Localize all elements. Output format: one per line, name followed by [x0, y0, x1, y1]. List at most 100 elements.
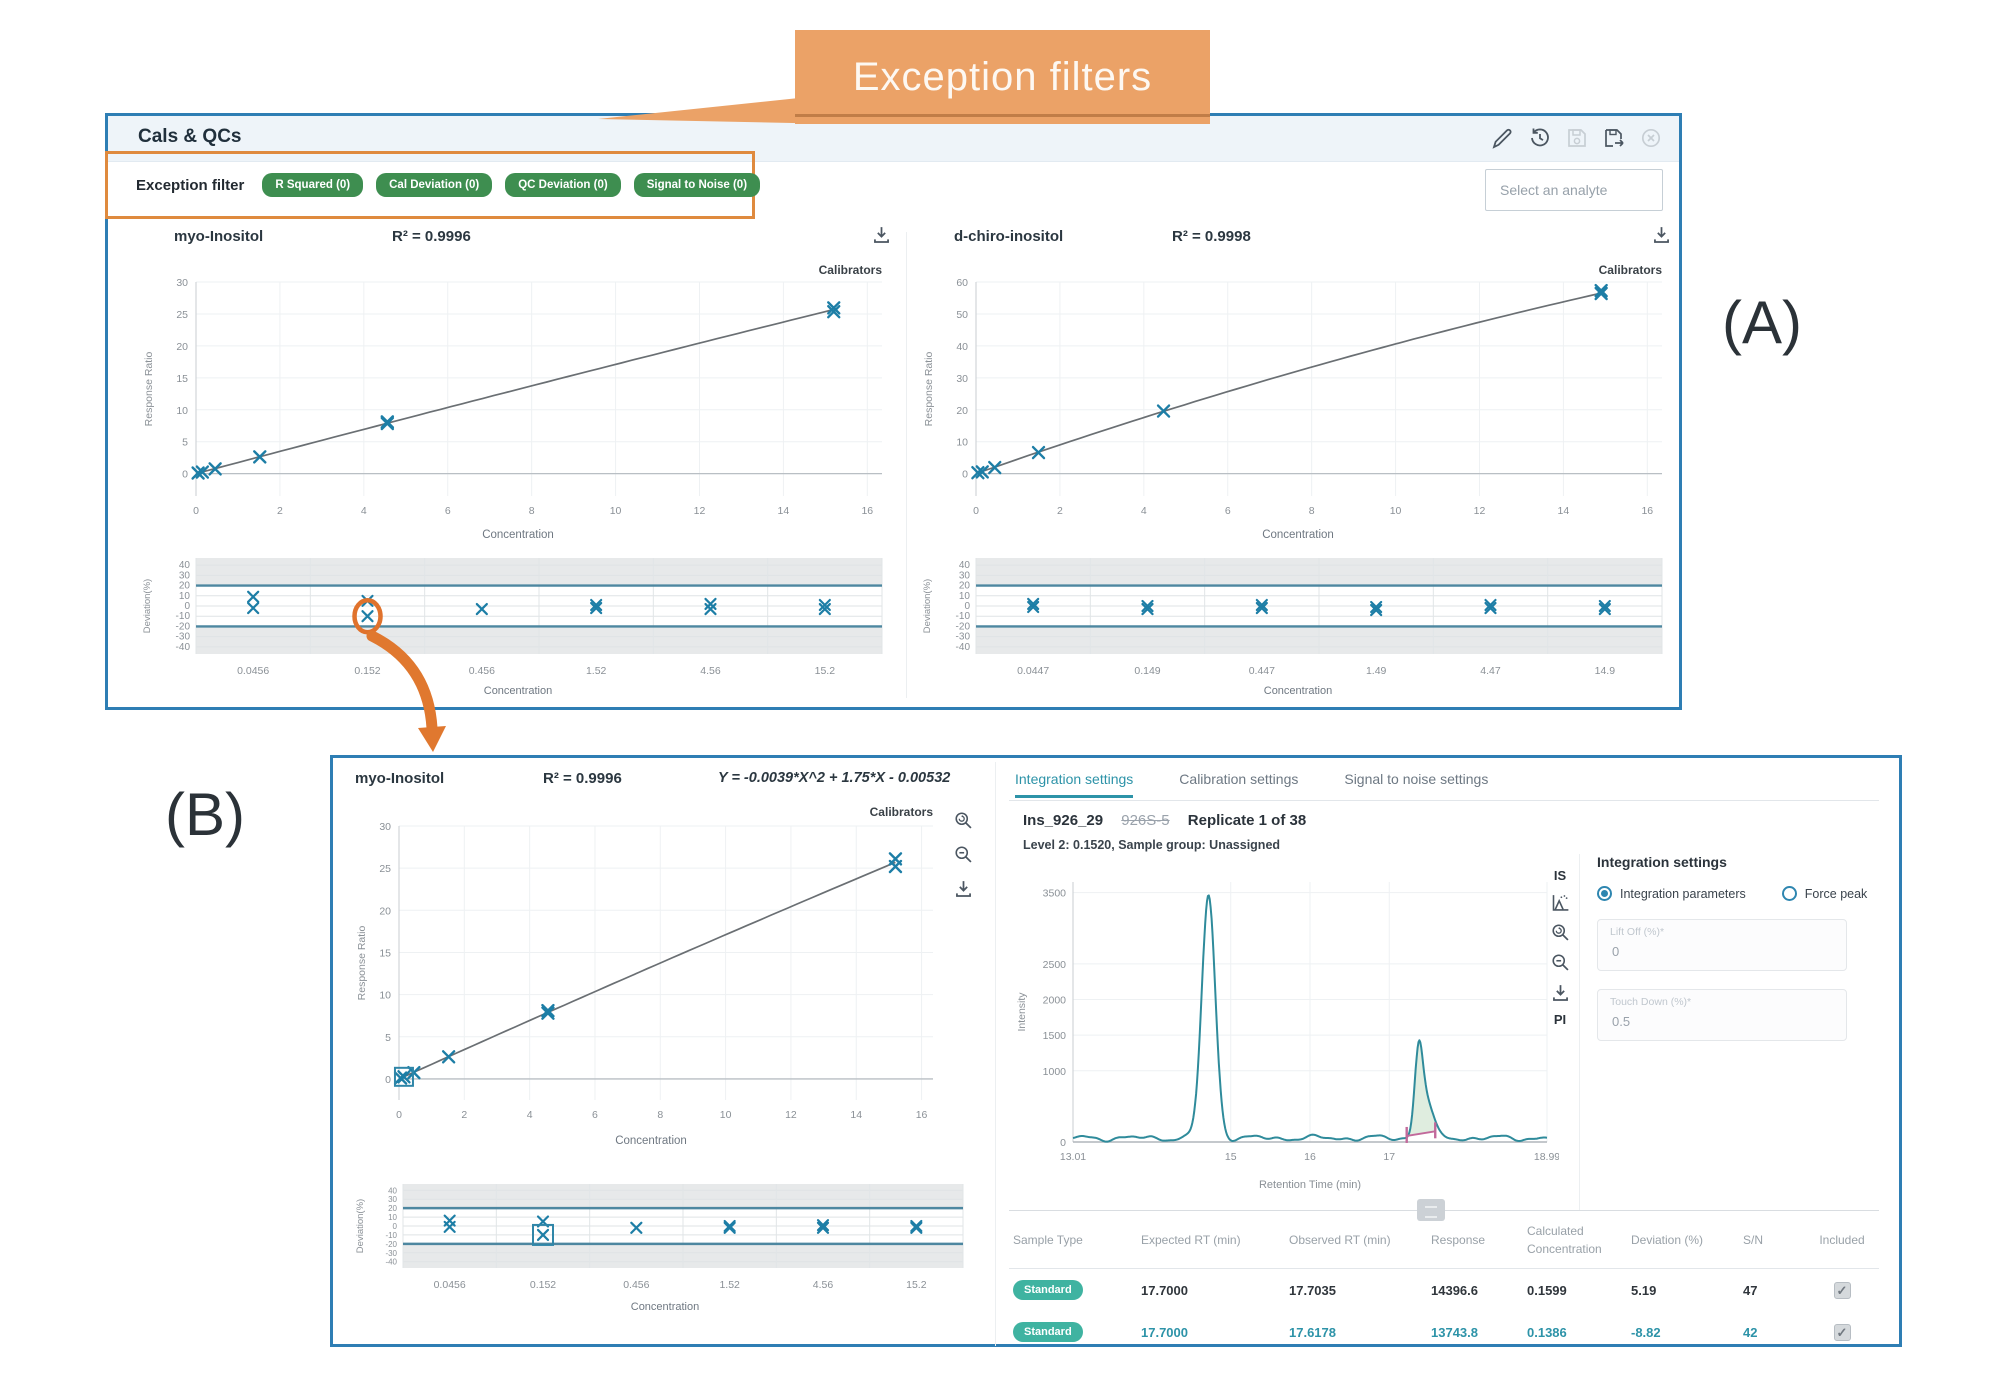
svg-text:17: 17	[1383, 1151, 1395, 1163]
tab-signal-to-noise-settings[interactable]: Signal to noise settings	[1344, 771, 1489, 787]
field-touch-down-[interactable]: Touch Down (%)* 0.5	[1597, 989, 1847, 1041]
status-badge: Standard	[1013, 1322, 1083, 1342]
edit-icon[interactable]	[1491, 126, 1515, 150]
svg-text:-20: -20	[176, 621, 191, 632]
history-icon[interactable]	[1528, 126, 1552, 150]
svg-text:0.447: 0.447	[1249, 665, 1275, 677]
radio-label: Force peak	[1804, 886, 1868, 901]
svg-text:0.152: 0.152	[530, 1279, 556, 1291]
included-checkbox[interactable]: ✓	[1833, 1281, 1851, 1299]
tab-calibration-settings[interactable]: Calibration settings	[1179, 771, 1299, 787]
table-row[interactable]: Standard 17.7000 17.6178 13743.8 0.1386 -8.82…	[1009, 1311, 1879, 1353]
svg-text:4.47: 4.47	[1480, 665, 1501, 677]
sample-code-strikethrough: 926S-5	[1121, 812, 1170, 829]
column-header: S/N	[1739, 1216, 1805, 1269]
table-cell: 17.7035	[1289, 1282, 1336, 1298]
calibration-chart-detail[interactable]: 0 5 10 15 20 25 30 0 2 4 6 8 10 12 14 16 Calibrators Conc…	[351, 804, 951, 1157]
exception-filter-box: Exception filter R Squared (0) Cal Deviat…	[105, 151, 761, 219]
svg-text:-30: -30	[956, 632, 971, 643]
svg-text:Response Ratio: Response Ratio	[923, 351, 935, 426]
table-row[interactable]: Standard 17.7000 17.7035 14396.6 0.1599 5.19 4…	[1009, 1269, 1879, 1312]
chart-title: d-chiro-inositol	[954, 228, 1064, 245]
radio-button[interactable]	[1781, 886, 1797, 901]
deviation-chart-detail[interactable]: -40 -30 -20 -10 0 10 20 30 40 0.0456 0.152 0.456 1.5…	[351, 1178, 979, 1321]
radio-label: Integration parameters	[1620, 886, 1746, 901]
download-icon[interactable]	[1550, 982, 1571, 1003]
deviation-chart-myo-inositol[interactable]: -40 -30 -20 -10 0 10 20 30 40 0.0456 0.152 0.456 1.5…	[138, 550, 898, 705]
radio-integration-parameters[interactable]: Integration parameters	[1597, 886, 1746, 901]
svg-text:-20: -20	[956, 621, 971, 632]
svg-text:3500: 3500	[1043, 888, 1067, 900]
svg-text:40: 40	[956, 341, 968, 353]
deviation-chart-d-chiro-inositol[interactable]: -40 -30 -20 -10 0 10 20 30 40 0.0447 0.149 0.447 1.4…	[918, 550, 1678, 705]
download-icon[interactable]	[871, 224, 892, 245]
included-checkbox[interactable]: ✓	[1833, 1323, 1851, 1341]
callout-overlap-line	[795, 114, 1210, 117]
svg-text:1.52: 1.52	[719, 1279, 740, 1291]
svg-text:10: 10	[1390, 505, 1402, 517]
exception-filter-button[interactable]: Cal Deviation (0)	[376, 173, 493, 197]
svg-text:Concentration: Concentration	[482, 529, 554, 541]
svg-text:Concentration: Concentration	[1264, 685, 1333, 697]
svg-text:16: 16	[1304, 1151, 1316, 1163]
zoom-reset-icon[interactable]	[1550, 922, 1571, 943]
calibration-equation: Y = -0.0039*X^2 + 1.75*X - 0.00532	[718, 770, 951, 786]
svg-text:Concentration: Concentration	[484, 685, 553, 697]
svg-text:40: 40	[179, 560, 191, 571]
callout-text: Exception filters	[852, 54, 1153, 99]
svg-text:4: 4	[361, 505, 367, 517]
svg-text:0: 0	[962, 469, 968, 481]
tab-integration-settings[interactable]: Integration settings	[1015, 771, 1134, 798]
table-cell: -8.82	[1631, 1324, 1661, 1340]
exception-filter-buttons: R Squared (0) Cal Deviation (0) QC Deviati…	[262, 173, 761, 197]
svg-text:6: 6	[592, 1109, 598, 1121]
svg-text:1500: 1500	[1043, 1030, 1067, 1042]
analyte-select[interactable]: Select an analyte	[1485, 169, 1663, 211]
table-cell: 14396.6	[1431, 1282, 1478, 1298]
is-toggle[interactable]: IS	[1553, 868, 1567, 883]
svg-text:1000: 1000	[1043, 1066, 1067, 1078]
integration-settings-panel: Integration settings Integration paramet…	[1597, 854, 1875, 1041]
pi-toggle[interactable]: PI	[1553, 1012, 1567, 1027]
svg-text:12: 12	[1474, 505, 1486, 517]
svg-text:10: 10	[388, 1213, 397, 1222]
svg-text:60: 60	[956, 277, 968, 289]
svg-text:16: 16	[1641, 505, 1653, 517]
svg-text:30: 30	[179, 570, 191, 581]
svg-text:16: 16	[916, 1109, 928, 1121]
integration-mode-radios: Integration parameters Force peak	[1597, 886, 1875, 901]
exception-filter-button[interactable]: QC Deviation (0)	[505, 173, 621, 197]
radio-button[interactable]	[1597, 886, 1612, 901]
zoom-out-icon[interactable]	[953, 844, 974, 865]
r-squared-value: R² = 0.9996	[392, 228, 471, 245]
download-icon[interactable]	[1651, 224, 1672, 245]
svg-text:2: 2	[277, 505, 283, 517]
exception-filter-button[interactable]: Signal to Noise (0)	[633, 173, 761, 197]
exception-filter-label: Exception filter	[136, 176, 245, 194]
exception-filters-callout: Exception filters	[795, 30, 1210, 124]
exception-filter-button[interactable]: R Squared (0)	[262, 173, 364, 197]
column-header: Expected RT (min)	[1137, 1216, 1285, 1269]
zoom-out-icon[interactable]	[1550, 952, 1571, 973]
radio-force-peak[interactable]: Force peak	[1781, 886, 1868, 901]
column-header: Calculated Concentration	[1523, 1216, 1627, 1269]
chromatogram-chart[interactable]: 0 1000 1500 2000 2500 3500 13.01 15 16 17 18.99 Ret…	[1011, 866, 1560, 1201]
svg-text:25: 25	[176, 309, 188, 321]
download-icon[interactable]	[953, 878, 974, 899]
calibration-chart-myo-inositol[interactable]: 0 5 10 15 20 25 30 0 2 4 6 8 10 12 14 16 Calibrators Conc…	[138, 262, 898, 551]
zoom-reset-icon[interactable]	[953, 810, 974, 831]
svg-text:14: 14	[850, 1109, 862, 1121]
svg-text:-40: -40	[385, 1258, 397, 1267]
results-table: Sample Type Expected RT (min) Observed RT …	[1009, 1216, 1879, 1353]
svg-text:0: 0	[973, 505, 979, 517]
table-cell: ✓	[1805, 1311, 1879, 1353]
field-label: Lift Off (%)*	[1610, 926, 1665, 938]
chromatogram-tool-strip: IS PI	[1545, 868, 1575, 1027]
field-lift-off-[interactable]: Lift Off (%)* 0	[1597, 919, 1847, 971]
save-as-icon[interactable]	[1602, 126, 1626, 150]
integration-peak-icon[interactable]	[1550, 892, 1571, 913]
table-cell: 0.1386	[1527, 1324, 1567, 1340]
svg-text:0.0456: 0.0456	[237, 665, 269, 677]
calibration-chart-d-chiro-inositol[interactable]: 0 10 20 30 40 50 60 0 2 4 6 8 10 12 14 16 Calibrators Con…	[918, 262, 1678, 551]
